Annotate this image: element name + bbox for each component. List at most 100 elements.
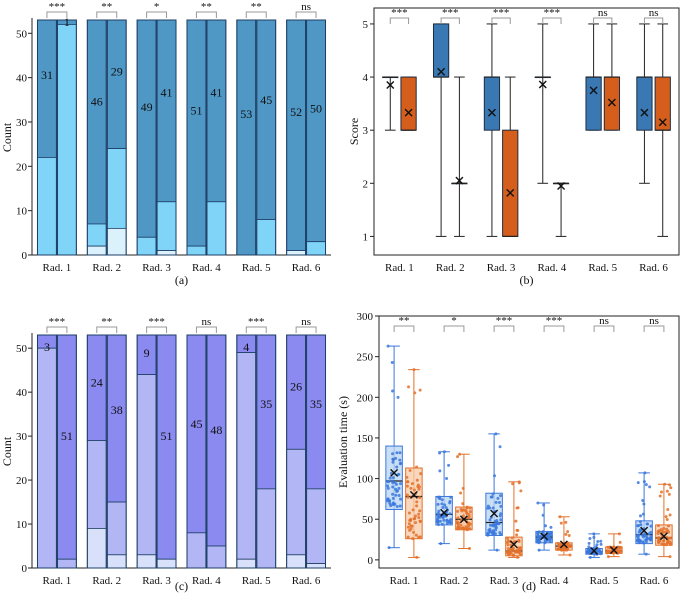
data-point (514, 519, 518, 523)
box (636, 76, 653, 131)
data-point (443, 503, 447, 507)
data-point (494, 528, 498, 532)
mean-marker (487, 108, 496, 117)
y-tick-label: 2 (363, 178, 369, 190)
data-point (493, 532, 497, 536)
bar-value-label: 1 (64, 15, 70, 29)
bar-outline (36, 334, 57, 569)
mean-marker (659, 532, 668, 541)
bar-outline (86, 19, 107, 256)
data-point (498, 445, 502, 449)
data-point (408, 468, 412, 472)
data-point (418, 535, 422, 539)
y-tick-label: 10 (16, 519, 28, 531)
data-point (637, 533, 641, 537)
data-point (544, 524, 548, 528)
bar-segment-dark (286, 19, 306, 251)
data-point (399, 497, 403, 501)
y-tick-label: 0 (22, 250, 28, 262)
data-point (491, 506, 495, 510)
y-tick-label: 0 (22, 563, 28, 575)
data-point (516, 555, 520, 559)
box-plot-blue (435, 450, 453, 546)
y-axis-label: Count (0, 436, 14, 466)
significance-label: * (154, 1, 160, 13)
bar-segment-light (156, 250, 177, 256)
significance-label: *** (496, 315, 513, 327)
data-point (461, 526, 465, 530)
significance-label: ** (251, 1, 262, 13)
data-point (668, 513, 672, 517)
bar-segment-light (86, 245, 107, 256)
data-point (647, 532, 651, 536)
bar-outline (106, 19, 127, 256)
data-point (386, 484, 390, 488)
data-point (391, 476, 395, 480)
data-point (411, 508, 415, 512)
data-point (386, 486, 390, 490)
mean-marker (490, 509, 499, 518)
bar-value-label: 52 (290, 105, 302, 119)
significance-bracket (393, 325, 415, 332)
box-plot-blue (636, 23, 653, 184)
data-point (510, 536, 514, 540)
y-axis-label: Evaluation time (s) (336, 396, 350, 488)
panel-c: 0 10 20 30 40 50 Count (c) Rad. 1 3 51 *** Rad. 2 24 3… (0, 316, 331, 593)
significance-bracket (643, 17, 664, 24)
significance-label: ns (301, 316, 311, 328)
data-point (391, 460, 395, 464)
data-point (499, 512, 503, 516)
data-point (667, 524, 671, 528)
data-point (447, 463, 451, 467)
data-point (641, 499, 645, 503)
data-point (390, 360, 394, 364)
data-point (499, 494, 503, 498)
box-plot-blue (385, 344, 403, 550)
significance-bracket (146, 326, 168, 333)
data-point (389, 504, 393, 508)
data-point (398, 458, 402, 462)
data-point (637, 524, 641, 528)
mean-marker (506, 188, 515, 197)
data-point (391, 501, 395, 505)
bar-value-label: 29 (111, 64, 123, 78)
data-point (564, 532, 568, 536)
data-point (656, 524, 660, 528)
x-tick-label: Rad. 6 (639, 262, 668, 274)
significance-label: *** (49, 1, 66, 13)
data-point (536, 532, 540, 536)
mean-marker (590, 546, 599, 555)
data-point (405, 484, 409, 488)
data-point (644, 483, 648, 487)
data-point (592, 535, 596, 539)
x-tick-label: Rad. 4 (540, 575, 569, 587)
data-point (440, 502, 444, 506)
data-point (543, 539, 547, 543)
significance-bracket (491, 17, 511, 24)
bar-segment-light (156, 558, 177, 569)
mean-marker (455, 176, 464, 185)
x-tick-label: Rad. 3 (487, 262, 516, 274)
data-point (405, 493, 409, 497)
bar-segment-mid (306, 241, 326, 256)
data-point (415, 504, 419, 508)
data-point (416, 483, 420, 487)
data-point (418, 496, 422, 500)
bar-segment-mid (186, 532, 207, 569)
bar-segment-dark (256, 19, 277, 220)
data-point (493, 474, 497, 478)
data-point (418, 388, 422, 392)
data-point (662, 526, 666, 530)
x-tick-label: Rad. 1 (390, 575, 419, 587)
x-tick-label: Rad. 6 (292, 575, 321, 587)
data-point (464, 509, 468, 513)
data-point (639, 523, 643, 527)
bar-value-label: 45 (190, 417, 202, 431)
data-point (442, 518, 446, 522)
box-plot-blue (534, 23, 551, 184)
data-point (669, 486, 673, 490)
data-point (465, 505, 469, 509)
bar-value-label: 46 (91, 95, 103, 109)
data-point (497, 500, 501, 504)
